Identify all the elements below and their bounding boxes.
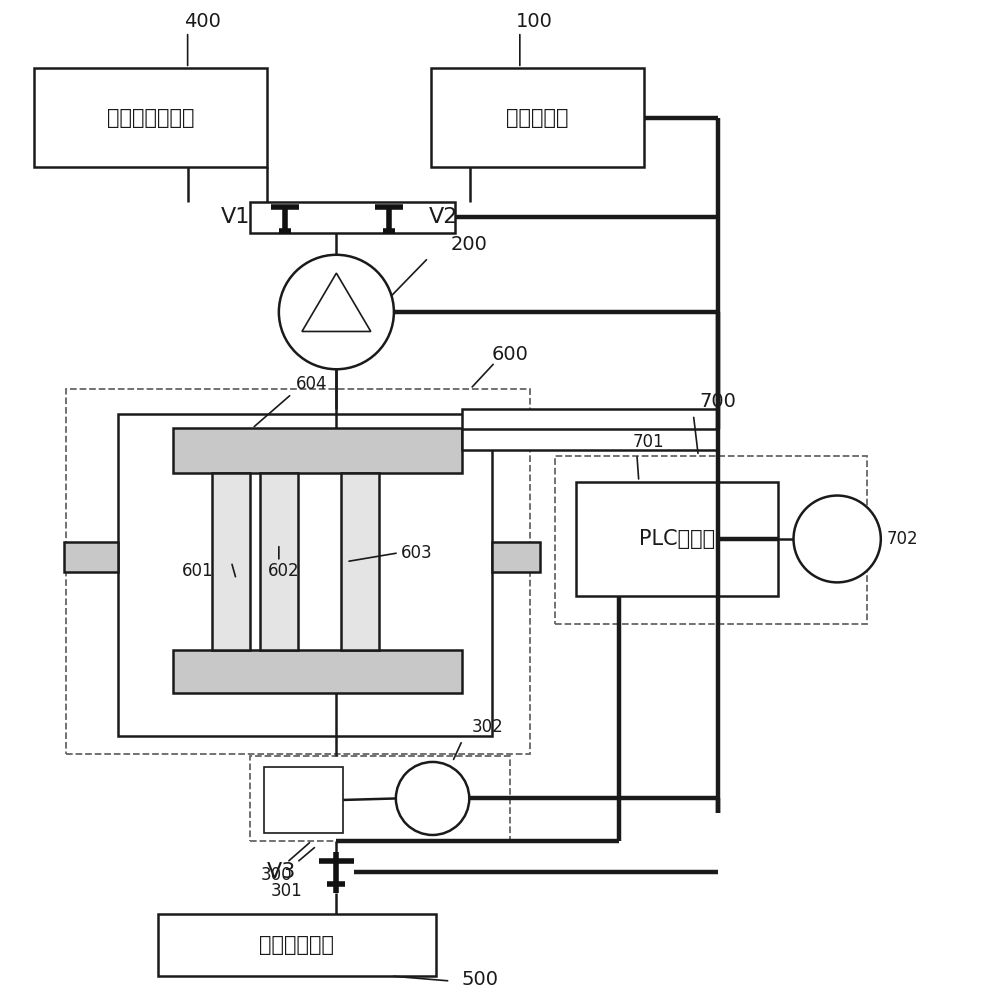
Bar [173,428,462,473]
Text: V3: V3 [267,863,297,883]
Bar [250,202,455,233]
Bar [118,414,492,737]
Text: PLC控制器: PLC控制器 [639,529,715,549]
Text: 602: 602 [268,562,300,580]
Bar [462,409,718,450]
Bar [66,389,530,754]
Bar [264,767,343,833]
Text: 400: 400 [184,13,221,32]
Bar [173,650,462,693]
Text: 604: 604 [296,375,327,393]
Text: 300: 300 [261,867,293,885]
Circle shape [396,762,469,835]
Bar [576,482,778,596]
Bar [431,69,644,167]
Text: 601: 601 [182,562,213,580]
Text: 302: 302 [471,719,503,737]
Bar [158,913,436,976]
Bar [555,456,867,624]
Text: 燃油蒸发系统: 燃油蒸发系统 [259,935,334,955]
Text: 700: 700 [700,393,737,412]
Bar [212,473,250,650]
Bar [64,542,118,572]
Text: 200: 200 [450,236,487,254]
Bar [250,756,510,841]
Bar [492,542,540,572]
Text: 500: 500 [462,969,499,989]
Text: 彩色烟雾发生器: 彩色烟雾发生器 [107,107,194,127]
Text: 701: 701 [633,433,665,451]
Circle shape [794,496,881,582]
Text: V1: V1 [221,208,250,228]
Bar [260,473,298,650]
Text: V2: V2 [429,208,458,228]
Text: 603: 603 [401,544,433,562]
Bar [341,473,379,650]
Text: 301: 301 [271,883,303,901]
Text: 100: 100 [516,13,553,32]
Text: 702: 702 [887,530,918,548]
Text: 气体储存罐: 气体储存罐 [506,107,568,127]
Text: 600: 600 [491,345,528,364]
Circle shape [279,254,394,369]
Bar [34,69,267,167]
